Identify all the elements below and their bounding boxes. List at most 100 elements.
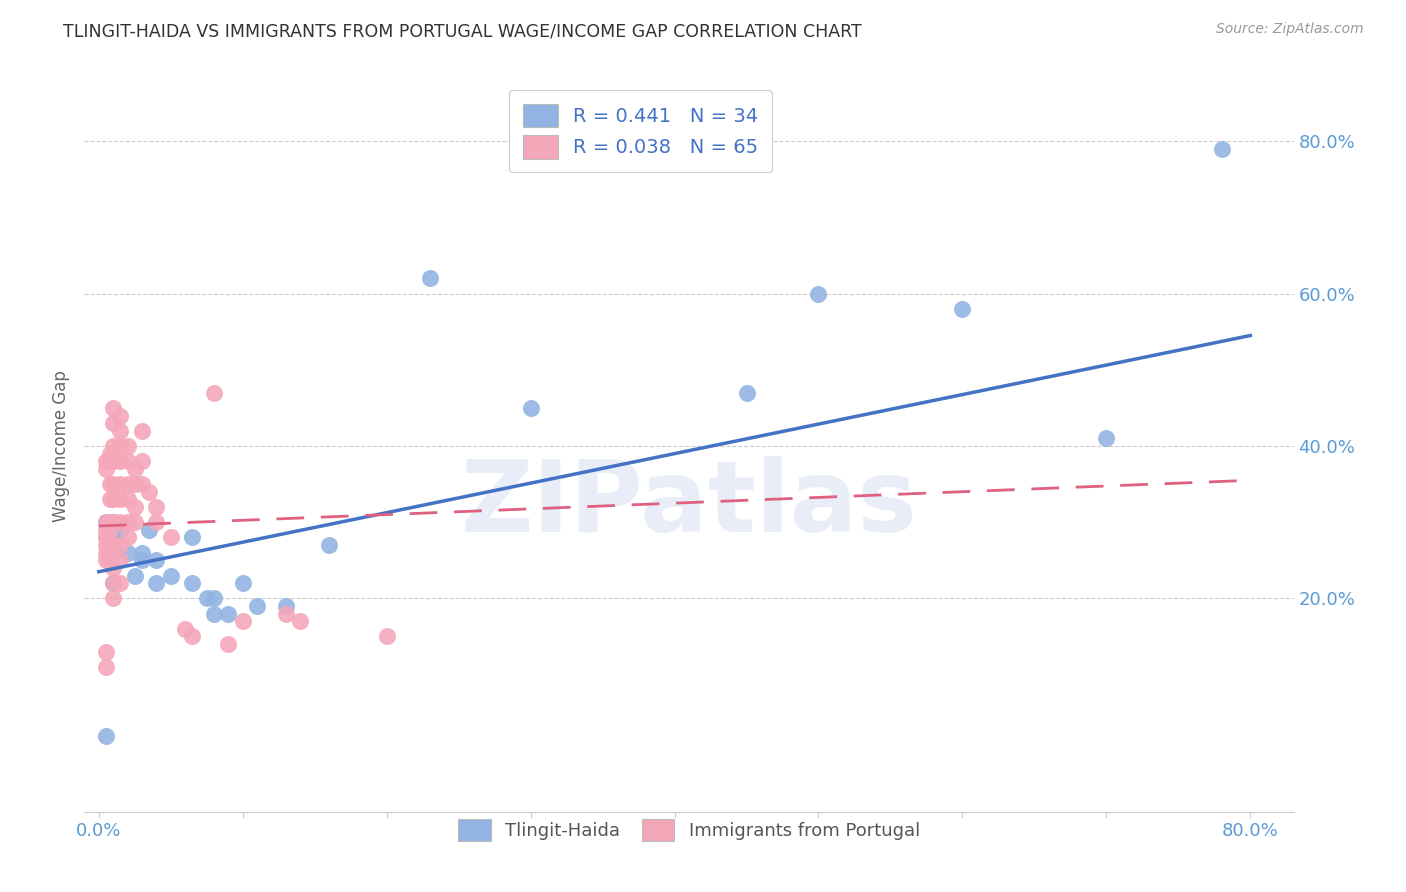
Point xyxy=(117,477,139,491)
Text: ZIPatlas: ZIPatlas xyxy=(461,456,917,553)
Point xyxy=(94,546,117,560)
Point xyxy=(807,286,830,301)
Point xyxy=(94,462,117,476)
Point xyxy=(110,576,132,591)
Point xyxy=(98,515,121,529)
Legend: Tlingit-Haida, Immigrants from Portugal: Tlingit-Haida, Immigrants from Portugal xyxy=(446,806,932,854)
Point xyxy=(952,301,974,316)
Point xyxy=(124,500,146,514)
Point xyxy=(98,553,121,567)
Point xyxy=(124,462,146,476)
Point xyxy=(110,523,132,537)
Point xyxy=(131,553,153,567)
Point xyxy=(202,591,225,606)
Point xyxy=(145,500,167,514)
Point xyxy=(174,622,197,636)
Point xyxy=(181,576,204,591)
Point xyxy=(138,484,160,499)
Point xyxy=(117,530,139,544)
Point xyxy=(101,439,124,453)
Point xyxy=(101,477,124,491)
Point xyxy=(131,424,153,438)
Point xyxy=(419,271,441,285)
Point xyxy=(94,553,117,567)
Point xyxy=(202,607,225,621)
Point xyxy=(232,614,254,628)
Point xyxy=(110,439,132,453)
Point xyxy=(124,568,146,582)
Point xyxy=(98,523,121,537)
Point xyxy=(117,454,139,468)
Point xyxy=(101,530,124,544)
Point xyxy=(101,538,124,552)
Point xyxy=(98,538,121,552)
Point xyxy=(1211,142,1233,156)
Point xyxy=(110,492,132,507)
Point xyxy=(110,515,132,529)
Point xyxy=(94,660,117,674)
Point xyxy=(94,515,117,529)
Point xyxy=(94,454,117,468)
Point xyxy=(217,607,239,621)
Point xyxy=(98,447,121,461)
Point xyxy=(101,538,124,552)
Point xyxy=(124,515,146,529)
Point xyxy=(101,576,124,591)
Point xyxy=(110,553,132,567)
Point xyxy=(519,401,541,415)
Point xyxy=(181,530,204,544)
Point xyxy=(101,561,124,575)
Point xyxy=(101,401,124,415)
Point xyxy=(246,599,269,613)
Point xyxy=(159,568,181,582)
Point xyxy=(124,477,146,491)
Point xyxy=(145,576,167,591)
Point xyxy=(375,630,398,644)
Point xyxy=(181,630,204,644)
Point xyxy=(101,454,124,468)
Point xyxy=(94,523,117,537)
Point xyxy=(101,515,124,529)
Point xyxy=(101,546,124,560)
Point xyxy=(110,424,132,438)
Point xyxy=(94,645,117,659)
Text: Source: ZipAtlas.com: Source: ZipAtlas.com xyxy=(1216,22,1364,37)
Point xyxy=(101,576,124,591)
Point xyxy=(274,599,297,613)
Point xyxy=(94,530,117,544)
Point xyxy=(318,538,340,552)
Point xyxy=(98,477,121,491)
Point xyxy=(101,591,124,606)
Point xyxy=(110,477,132,491)
Point xyxy=(110,409,132,423)
Point xyxy=(117,515,139,529)
Point xyxy=(195,591,218,606)
Point xyxy=(94,538,117,552)
Point xyxy=(94,530,117,544)
Text: TLINGIT-HAIDA VS IMMIGRANTS FROM PORTUGAL WAGE/INCOME GAP CORRELATION CHART: TLINGIT-HAIDA VS IMMIGRANTS FROM PORTUGA… xyxy=(63,22,862,40)
Point xyxy=(217,637,239,651)
Point xyxy=(131,477,153,491)
Point xyxy=(117,439,139,453)
Point xyxy=(110,454,132,468)
Point xyxy=(117,492,139,507)
Point xyxy=(117,546,139,560)
Point xyxy=(138,523,160,537)
Point xyxy=(98,492,121,507)
Y-axis label: Wage/Income Gap: Wage/Income Gap xyxy=(52,370,70,522)
Point xyxy=(735,385,758,400)
Point xyxy=(101,492,124,507)
Point xyxy=(274,607,297,621)
Point xyxy=(101,515,124,529)
Point xyxy=(131,546,153,560)
Point xyxy=(145,553,167,567)
Point xyxy=(1095,431,1118,445)
Point xyxy=(98,546,121,560)
Point xyxy=(290,614,312,628)
Point xyxy=(131,454,153,468)
Point xyxy=(202,385,225,400)
Point xyxy=(110,538,132,552)
Point xyxy=(159,530,181,544)
Point xyxy=(94,729,117,743)
Point xyxy=(232,576,254,591)
